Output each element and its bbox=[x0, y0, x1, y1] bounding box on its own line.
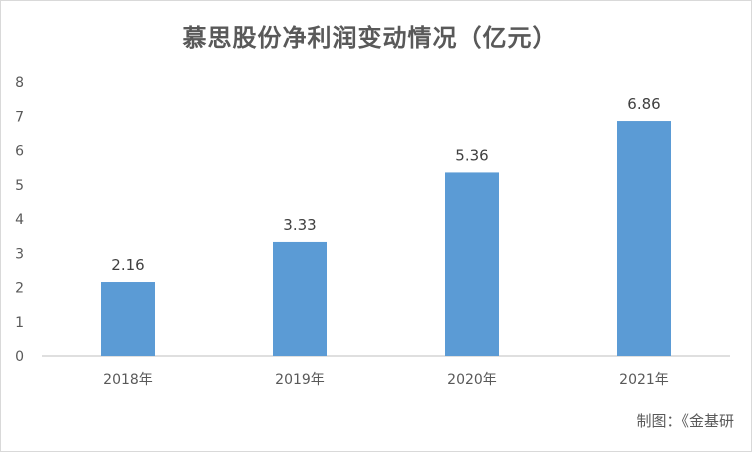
y-tick-label: 1 bbox=[15, 315, 24, 331]
x-tick-label: 2020年 bbox=[447, 372, 497, 388]
y-tick-label: 0 bbox=[15, 349, 24, 365]
y-axis: 0 1 2 3 4 5 6 7 8 bbox=[15, 75, 24, 365]
x-tick-label: 2018年 bbox=[103, 372, 153, 388]
y-tick-label: 8 bbox=[15, 75, 24, 91]
y-tick-label: 7 bbox=[15, 109, 24, 125]
chart-source-note: 制图：《金基研 bbox=[636, 412, 734, 430]
y-tick-label: 3 bbox=[15, 246, 24, 262]
bar bbox=[101, 282, 155, 356]
y-tick-label: 2 bbox=[15, 281, 24, 297]
x-tick-label: 2021年 bbox=[619, 372, 669, 388]
y-tick-label: 5 bbox=[15, 178, 24, 194]
data-labels: 2.16 3.33 5.36 6.86 bbox=[111, 95, 660, 274]
bar bbox=[273, 241, 327, 356]
x-axis: 2018年 2019年 2020年 2021年 bbox=[42, 355, 730, 388]
bar-series bbox=[101, 121, 671, 356]
bar-data-label: 2.16 bbox=[111, 256, 144, 274]
bar bbox=[617, 121, 671, 356]
y-tick-label: 4 bbox=[15, 212, 24, 228]
bar-data-label: 3.33 bbox=[283, 216, 316, 234]
chart-title: 慕思股份净利润变动情况（亿元） bbox=[182, 24, 558, 52]
y-tick-label: 6 bbox=[15, 144, 24, 160]
bar bbox=[445, 172, 499, 356]
bar-data-label: 6.86 bbox=[627, 95, 660, 113]
bar-data-label: 5.36 bbox=[455, 146, 488, 164]
x-tick-label: 2019年 bbox=[275, 372, 325, 388]
